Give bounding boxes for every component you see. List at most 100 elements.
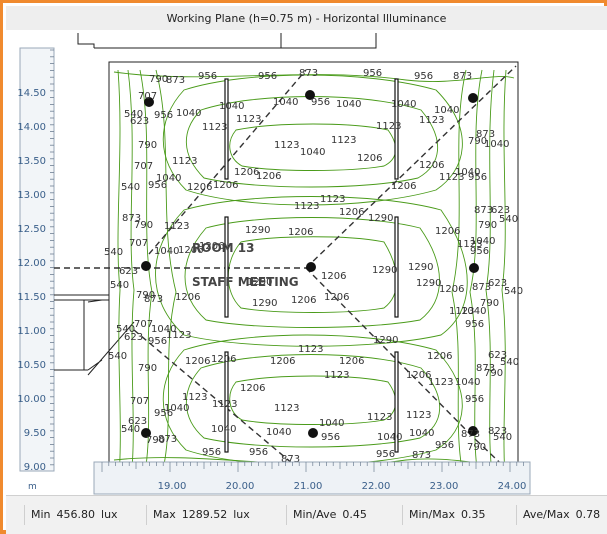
- ruler-unit-label: m: [28, 482, 37, 492]
- stat-min-label: Min: [31, 508, 51, 521]
- contour-label: 1123: [166, 330, 191, 341]
- contour-label: 1206: [357, 153, 382, 164]
- stat-ave-max-value: 0.78: [575, 508, 601, 521]
- contour-label: 956: [465, 319, 484, 330]
- stat-max-unit: lux: [233, 508, 250, 521]
- contour-label: 956: [249, 447, 268, 458]
- isolux-line: [113, 71, 515, 82]
- wall-segment: [54, 294, 109, 371]
- contour-label: 1123: [331, 135, 356, 146]
- contour-label: 1040: [300, 147, 325, 158]
- horizontal-ruler[interactable]: 19.00 20.00 21.00 22.00 23.00 24.00: [93, 461, 531, 495]
- contour-label: 707: [129, 238, 148, 249]
- contour-label: 956: [465, 394, 484, 405]
- contour-label: 1206: [185, 356, 210, 367]
- horizontal-ruler-label: 20.00: [226, 481, 255, 492]
- contour-label: 1206: [240, 383, 265, 394]
- contour-label: 540: [493, 432, 512, 443]
- isolux-line: [162, 334, 463, 466]
- contour-label: 1206: [234, 167, 259, 178]
- contour-label: 956: [258, 71, 277, 82]
- contour-label: 1206: [211, 354, 236, 365]
- contour-label: 956: [321, 432, 340, 443]
- horizontal-ruler-label: 23.00: [430, 481, 459, 492]
- contour-label: 956: [435, 440, 454, 451]
- contour-label: 873: [281, 454, 300, 465]
- contour-label: 1290: [245, 225, 270, 236]
- downlight-dot[interactable]: [141, 428, 151, 438]
- contour-label: 1123: [294, 201, 319, 212]
- isolux-line: [155, 196, 468, 347]
- contour-label: 956: [363, 68, 382, 79]
- isolux-line: [184, 217, 440, 328]
- contour-label: 790: [138, 363, 157, 374]
- vertical-ruler-label: 13.50: [17, 156, 46, 167]
- contour-label: 540: [110, 280, 129, 291]
- contour-label: 1206: [270, 356, 295, 367]
- isolux-line: [185, 96, 438, 188]
- isolux-line: [501, 69, 507, 489]
- illuminance-plot[interactable]: 14.50 14.00 13.50 13.00 12.50 12.00 11.50 11.00…: [6, 30, 607, 495]
- isolux-line: [139, 69, 153, 489]
- contour-label: 540: [116, 324, 135, 335]
- contour-label: 873: [158, 434, 177, 445]
- luminaire-bar[interactable]: [224, 216, 229, 318]
- contour-label: 1206: [419, 160, 444, 171]
- stat-min-max-value: 0.35: [460, 508, 486, 521]
- contour-label: 1123: [212, 399, 237, 410]
- contour-label: 1123: [406, 410, 431, 421]
- contour-label: 623: [128, 416, 147, 427]
- stat-min: Min 456.80 lux: [24, 505, 136, 525]
- downlight-dot[interactable]: [308, 428, 318, 438]
- isolux-line: [451, 69, 467, 489]
- luminaire-bar[interactable]: [394, 351, 399, 453]
- vertical-ruler[interactable]: 14.50 14.00 13.50 13.00 12.50 12.00 11.50 11.00…: [17, 47, 55, 492]
- downlight-dot[interactable]: [469, 263, 479, 273]
- downlight-dot[interactable]: [305, 90, 315, 100]
- contour-label: 1206: [391, 181, 416, 192]
- contour-label: 1206: [187, 182, 212, 193]
- contour-label: 1206: [256, 171, 281, 182]
- contour-label: 790: [480, 298, 499, 309]
- vertical-ruler-label: 12.50: [17, 224, 46, 235]
- contour-label: 1123: [274, 403, 299, 414]
- downlight-dot[interactable]: [306, 262, 316, 272]
- contour-label: 1123: [236, 114, 261, 125]
- room-name: ROOM 13: [192, 241, 254, 255]
- stat-min-unit: lux: [101, 508, 118, 521]
- contour-label: 1123: [182, 392, 207, 403]
- contour-label: 540: [499, 214, 518, 225]
- luminaire-bar[interactable]: [224, 351, 229, 453]
- contour-label: 1206: [439, 284, 464, 295]
- downlight-dot[interactable]: [141, 261, 151, 271]
- contour-label: 1123: [457, 239, 482, 250]
- vertical-ruler-label: 14.00: [17, 122, 46, 133]
- luminaires: [224, 78, 399, 453]
- isolux-line: [227, 236, 398, 313]
- contour-label: 1290: [247, 277, 272, 288]
- downlight-dot[interactable]: [468, 93, 478, 103]
- contour-label: 1206: [178, 245, 203, 256]
- vertical-ruler-label: 11.00: [17, 326, 46, 337]
- luminaire-bar[interactable]: [394, 78, 399, 180]
- window-title: Working Plane (h=0.75 m) - Horizontal Il…: [166, 11, 447, 25]
- contour-label: 1206: [199, 241, 224, 252]
- luminaire-bar[interactable]: [394, 216, 399, 318]
- contour-label: 873: [144, 294, 163, 305]
- vertical-ruler-label: 11.50: [17, 292, 46, 303]
- vertical-ruler-label: 13.00: [17, 190, 46, 201]
- contour-label: 1123: [320, 194, 345, 205]
- contour-label: 1040: [319, 418, 344, 429]
- illuminance-plot-canvas[interactable]: 14.50 14.00 13.50 13.00 12.50 12.00 11.50 11.00…: [6, 30, 607, 495]
- luminaire-bar[interactable]: [224, 78, 229, 180]
- contour-label: 540: [124, 109, 143, 120]
- contour-label: 956: [198, 71, 217, 82]
- downlight-dot[interactable]: [468, 426, 478, 436]
- vertical-ruler-label: 10.50: [17, 360, 46, 371]
- vertical-ruler-labels: 14.50 14.00 13.50 13.00 12.50 12.00 11.50 11.00…: [17, 88, 46, 473]
- contour-label: 1040: [484, 139, 509, 150]
- contour-label: 873: [476, 363, 495, 374]
- contour-label: 540: [121, 182, 140, 193]
- downlight-dot[interactable]: [144, 97, 154, 107]
- contour-label: 1040: [455, 377, 480, 388]
